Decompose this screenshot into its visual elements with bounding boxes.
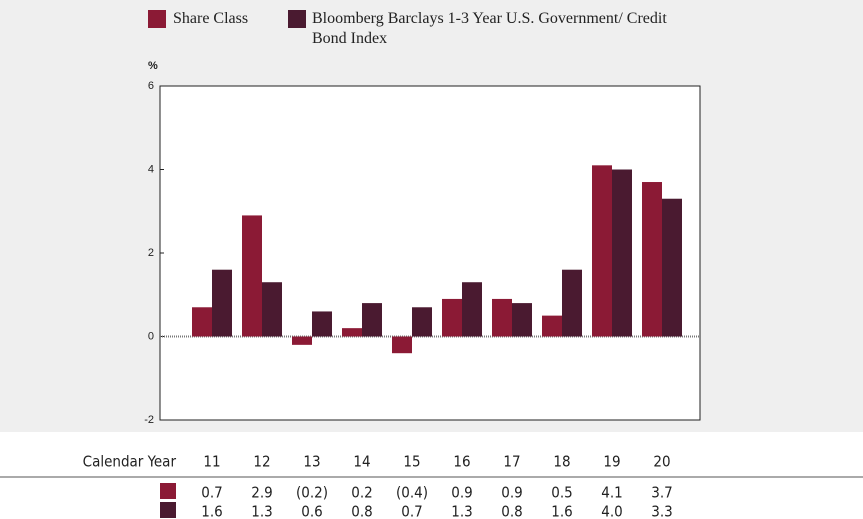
bar [212, 269, 232, 337]
bar [312, 311, 332, 337]
y-axis-label: % [148, 60, 158, 72]
x-tick-label: 19 [603, 453, 620, 471]
value-label: 4.1 [601, 484, 622, 502]
bar [492, 298, 512, 337]
x-tick-label: 15 [403, 453, 420, 471]
value-label: 1.3 [451, 503, 472, 519]
value-label: 0.8 [351, 503, 372, 519]
bar [262, 282, 282, 337]
x-tick-label: 11 [203, 453, 220, 471]
bar [342, 328, 362, 337]
x-tick-label: 14 [353, 453, 370, 471]
bar [442, 298, 462, 337]
bar [462, 282, 482, 337]
bar [192, 307, 212, 337]
x-tick-label: 16 [453, 453, 470, 471]
bar [392, 336, 412, 354]
bar [592, 165, 612, 337]
y-tick-label: 0 [148, 330, 154, 342]
value-label: 1.6 [551, 503, 572, 519]
legend-swatch [160, 502, 176, 518]
value-label: 0.7 [201, 484, 222, 502]
bar [642, 182, 662, 337]
bar [662, 198, 682, 337]
x-tick-label: 12 [253, 453, 270, 471]
value-label: 4.0 [601, 503, 622, 519]
legend-swatch [160, 483, 176, 499]
x-tick-label: 13 [303, 453, 320, 471]
bar [242, 215, 262, 337]
value-label: 2.9 [251, 484, 272, 502]
y-tick-label: 6 [148, 80, 154, 92]
value-label: 1.3 [251, 503, 272, 519]
value-label: 0.6 [301, 503, 322, 519]
value-label: 0.9 [501, 484, 522, 502]
value-label: 0.5 [551, 484, 572, 502]
value-label: 3.3 [651, 503, 672, 519]
legend-swatch [148, 10, 166, 28]
x-tick-label: 20 [653, 453, 670, 471]
bar [612, 169, 632, 337]
value-label: 0.9 [451, 484, 472, 502]
bar [512, 303, 532, 337]
value-label: (0.4) [396, 484, 428, 502]
x-tick-label: 17 [503, 453, 520, 471]
value-label: 0.2 [351, 484, 372, 502]
bar [542, 315, 562, 337]
legend-swatch [288, 10, 306, 28]
bar [562, 269, 582, 337]
value-label: 1.6 [201, 503, 222, 519]
bar [362, 303, 382, 337]
value-label: (0.2) [296, 484, 328, 502]
bar [412, 307, 432, 337]
value-label: 0.8 [501, 503, 522, 519]
legend-label: Share Class [173, 10, 249, 27]
legend-label: Bloomberg Barclays 1-3 Year U.S. Governm… [312, 10, 667, 47]
x-axis-label: Calendar Year [83, 453, 177, 471]
x-tick-label: 18 [553, 453, 570, 471]
y-tick-label: 2 [148, 247, 154, 259]
bar [292, 336, 312, 345]
value-label: 0.7 [401, 503, 422, 519]
value-label: 3.7 [651, 484, 672, 502]
y-tick-label: 4 [148, 163, 154, 175]
y-tick-label: -2 [144, 414, 154, 426]
